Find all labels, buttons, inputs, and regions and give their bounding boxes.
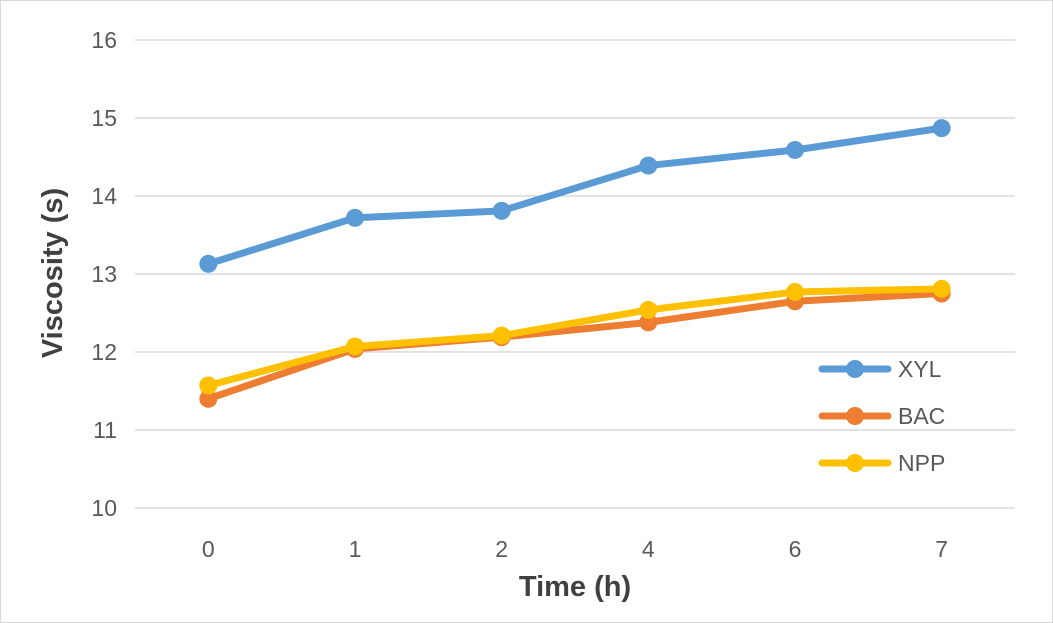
y-axis-ticks: 10 11 12 13 14 15 16 bbox=[91, 27, 117, 521]
x-axis-ticks: 0 1 2 4 6 7 bbox=[202, 536, 948, 562]
x-axis-title: Time (h) bbox=[519, 571, 631, 603]
legend-label: NPP bbox=[898, 450, 945, 476]
y-tick-label: 11 bbox=[93, 417, 117, 443]
x-tick-label: 4 bbox=[642, 536, 655, 562]
y-axis-title: Viscosity (s) bbox=[37, 188, 69, 358]
data-point bbox=[492, 201, 511, 220]
legend-label: BAC bbox=[898, 403, 945, 429]
y-tick-label: 15 bbox=[91, 105, 117, 131]
series-line bbox=[204, 124, 946, 268]
data-point bbox=[639, 300, 658, 319]
legend-marker bbox=[846, 454, 864, 472]
x-tick-label: 1 bbox=[349, 536, 362, 562]
y-tick-label: 12 bbox=[91, 339, 117, 365]
data-point bbox=[346, 337, 364, 356]
legend-item-xyl: XYL bbox=[818, 356, 942, 382]
data-point bbox=[346, 208, 364, 227]
series-group bbox=[199, 119, 951, 408]
data-point bbox=[199, 254, 218, 273]
y-tick-label: 13 bbox=[91, 261, 117, 287]
data-point bbox=[199, 376, 218, 395]
series-xyl bbox=[199, 119, 951, 273]
x-tick-label: 7 bbox=[935, 536, 948, 562]
legend-marker bbox=[846, 407, 864, 425]
data-point bbox=[199, 389, 218, 408]
x-tick-label: 0 bbox=[202, 536, 215, 562]
legend-item-bac: BAC bbox=[818, 403, 945, 429]
data-point bbox=[786, 282, 804, 301]
series-npp bbox=[199, 279, 951, 395]
legend: XYL BAC NPP bbox=[818, 356, 945, 476]
series-bac bbox=[199, 284, 951, 408]
data-point bbox=[932, 119, 951, 138]
data-point bbox=[492, 326, 511, 345]
legend-label: XYL bbox=[898, 356, 942, 382]
x-tick-label: 6 bbox=[789, 536, 802, 562]
data-point bbox=[639, 313, 658, 332]
series-line bbox=[204, 285, 946, 390]
y-tick-label: 14 bbox=[91, 183, 117, 209]
y-tick-label: 16 bbox=[91, 27, 117, 53]
data-point bbox=[639, 156, 658, 175]
data-point bbox=[932, 279, 951, 298]
series-line bbox=[204, 290, 946, 403]
legend-item-npp: NPP bbox=[818, 450, 945, 476]
gridlines bbox=[135, 39, 1015, 509]
x-tick-label: 2 bbox=[495, 536, 508, 562]
data-point bbox=[786, 140, 804, 159]
legend-marker bbox=[846, 360, 864, 378]
y-tick-label: 10 bbox=[91, 495, 117, 521]
